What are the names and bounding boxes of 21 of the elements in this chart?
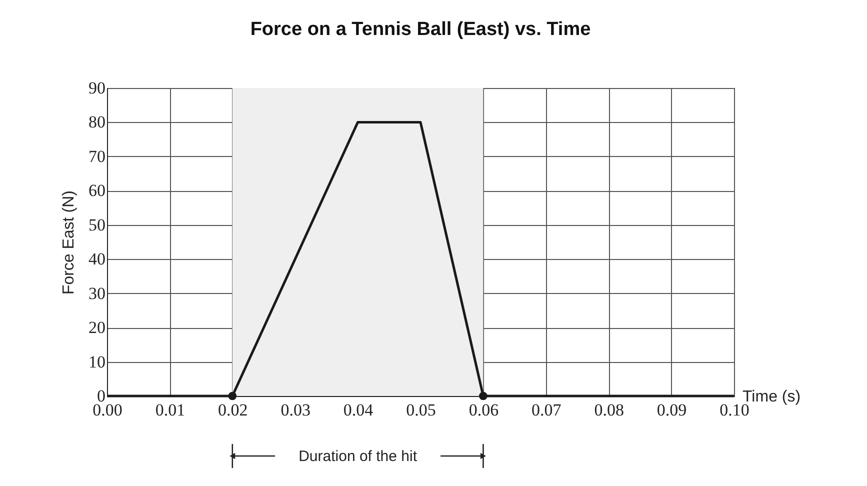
y-tick-label: 30: [88, 284, 106, 303]
x-tick-label: 0.02: [218, 400, 248, 420]
y-tick-label: 80: [88, 112, 106, 132]
x-tick-label: 0.08: [594, 400, 624, 420]
y-tick-label: 40: [88, 250, 106, 269]
x-tick-label: 0.01: [155, 400, 186, 420]
x-tick-label: 0.07: [532, 400, 562, 420]
chart-title: Force on a Tennis Ball (East) vs. Time: [250, 19, 591, 40]
y-axis-title: Force East (N): [60, 190, 78, 295]
x-tick-label: 0.09: [656, 400, 687, 420]
x-tick-label: 0.03: [280, 400, 310, 420]
y-tick-label: 10: [88, 352, 106, 372]
text: Duration of the hit: [298, 448, 418, 465]
y-tick-label: 50: [88, 215, 106, 234]
x-tick-label: 0.05: [406, 400, 436, 420]
x-tick-label: 0.06: [468, 400, 499, 420]
y-tick-label: 90: [88, 78, 106, 98]
y-tick-label: 60: [88, 181, 106, 200]
y-tick-label: 70: [88, 146, 106, 166]
x-tick-label: 0.04: [343, 400, 374, 420]
y-tick-label: 20: [88, 318, 106, 338]
